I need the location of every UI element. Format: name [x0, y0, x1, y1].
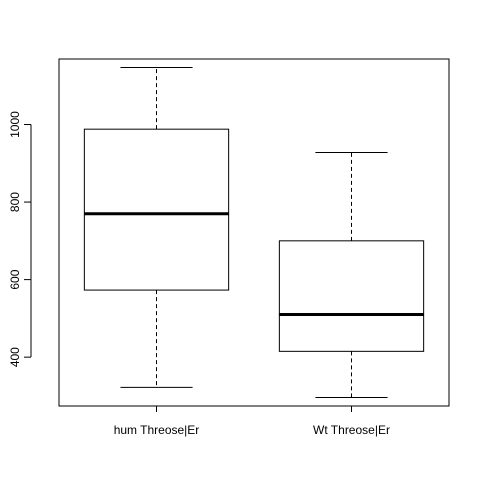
x-tick-label: Wt Threose|Er: [313, 423, 390, 437]
y-tick-label: 800: [8, 192, 22, 212]
y-axis: 400 600 800 1000: [8, 111, 32, 367]
y-tick-label: 1000: [8, 111, 22, 138]
y-tick-label: 400: [8, 347, 22, 367]
iqr-box: [278, 240, 425, 352]
iqr-box: [83, 128, 230, 291]
box-group: [83, 67, 230, 388]
boxes: [83, 67, 425, 398]
y-tick-label: 600: [8, 269, 22, 289]
box-group: [278, 151, 425, 398]
plot-frame: [58, 58, 450, 407]
x-tick-label: hum Threose|Er: [114, 423, 200, 437]
x-axis: hum Threose|Er Wt Threose|Er: [114, 406, 390, 437]
